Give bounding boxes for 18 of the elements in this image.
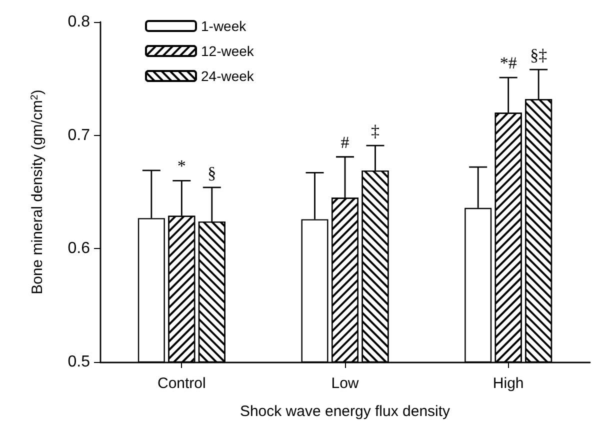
y-tick-label: 0.7 — [68, 126, 90, 144]
y-axis-title: Bone mineral density (gm/cm2) — [29, 90, 46, 294]
y-tick-label: 0.5 — [68, 354, 90, 370]
data-label: § — [208, 163, 216, 182]
x-axis-title: Shock wave energy flux density — [240, 403, 451, 420]
y-tick-label: 0.6 — [68, 240, 90, 258]
data-label: ‡ — [370, 122, 380, 141]
legend-label: 1-week — [201, 18, 248, 34]
x-tick-label: High — [492, 375, 524, 392]
legend-label: 12-week — [201, 43, 255, 59]
legend-label: 24-week — [201, 68, 255, 84]
x-tick-label: Control — [157, 375, 206, 392]
data-label: # — [340, 132, 350, 152]
y-tick-label: 0.8 — [68, 14, 90, 30]
data-label: §‡ — [530, 46, 548, 65]
data-label: * — [177, 156, 186, 176]
data-label: *# — [500, 54, 518, 73]
x-tick-label: Low — [331, 375, 359, 392]
